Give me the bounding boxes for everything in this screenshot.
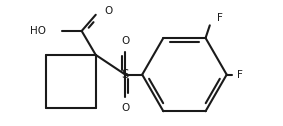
Text: F: F [217,13,223,23]
Text: HO: HO [31,26,46,36]
Text: O: O [104,6,112,15]
Text: O: O [121,103,129,113]
Text: F: F [237,70,243,80]
Text: S: S [122,68,129,81]
Text: O: O [121,36,129,46]
